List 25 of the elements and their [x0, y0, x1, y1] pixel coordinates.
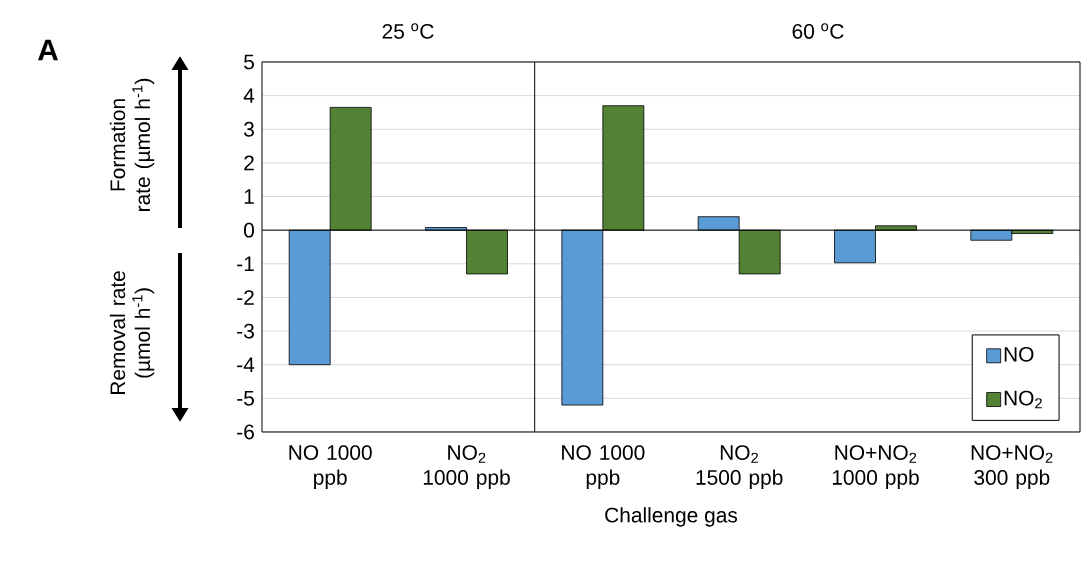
x-axis-title: Challenge gas: [605, 507, 738, 527]
y-tick-label: -1: [237, 256, 254, 271]
y-tick-label: -3: [237, 323, 254, 339]
text: A: [37, 39, 59, 61]
x-tick-label: NO 1000 ppb: [562, 445, 645, 490]
y-tick-label: 3: [244, 121, 254, 137]
y-tick-label: 0: [244, 222, 255, 238]
y-tick-label: 5: [244, 54, 254, 70]
x-tick-label: NO$_{2}$ 1500 ppb: [696, 445, 783, 490]
text: 25 $^{o}$C: [382, 23, 434, 39]
y-tick-label: -2: [237, 290, 254, 305]
y-tick-label: 4: [243, 88, 255, 103]
y-tick-label: 2: [244, 155, 254, 171]
legend-label: NO: [1004, 346, 1034, 362]
legend-label: NO$_{2}$: [1004, 390, 1042, 409]
x-tick-label: NO 1000 ppb: [289, 445, 372, 490]
y-tick-label: -4: [237, 357, 255, 372]
x-tick-label: NO+NO$_{2}$ 1000 ppb: [832, 445, 919, 490]
y-tick-label: -6: [237, 424, 254, 440]
x-tick-label: NO+NO$_{2}$ 300 ppb: [971, 445, 1053, 490]
y-tick-label: 1: [244, 189, 254, 204]
text: 60 $^{o}$C: [792, 23, 844, 39]
y-tick-label: -5: [237, 391, 254, 406]
text: Formation rate (µmol h$^{-1}$): [109, 78, 155, 212]
x-tick-label: NO$_{2}$ 1000 ppb: [423, 445, 510, 490]
